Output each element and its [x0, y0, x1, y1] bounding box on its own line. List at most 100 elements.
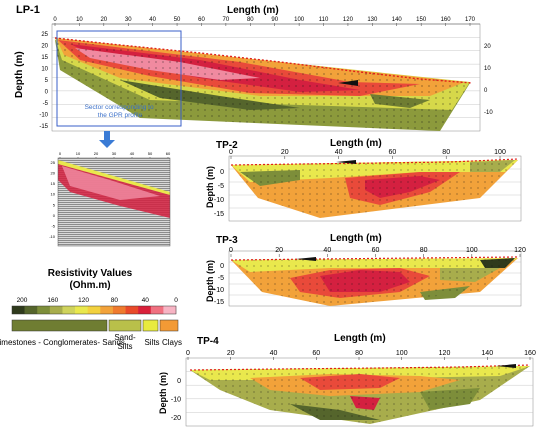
- tp4-x-tick: 140: [481, 350, 493, 357]
- tp3-length-label: Length (m): [330, 233, 382, 244]
- gpr-y-ticks: 25 20 15 10 5 0 -5 -10: [49, 160, 56, 239]
- lp1-x-tick: 140: [392, 17, 403, 23]
- legend-color-swatch: [12, 306, 25, 314]
- tp4-y-ticks: 0 -10 -20: [171, 378, 181, 422]
- lp1-x-tick: 10: [76, 17, 83, 23]
- legend-color-swatch: [49, 306, 63, 314]
- tp3-y-tick: -15: [214, 299, 224, 306]
- tp3-direction-marker: [296, 257, 316, 261]
- legend-tick: 40: [142, 297, 150, 304]
- legend-unit: (Ohm.m): [69, 280, 110, 291]
- tp4-x-tick: 20: [227, 350, 235, 357]
- lp1-right-y-tick: 0: [484, 88, 488, 94]
- tp4-panel: TP-4 Length (m) 0 20 40 60 80 100 120 140 160 0 -…: [158, 333, 536, 427]
- lp1-direction-marker: [338, 80, 358, 86]
- legend-group-label: Sand-Silts: [114, 333, 136, 351]
- lp1-right-y-tick: 10: [484, 66, 491, 72]
- legend-group-swatch: [159, 319, 179, 332]
- lp1-topo-line: [54, 37, 473, 84]
- gpr-y-tick: 10: [51, 192, 56, 197]
- lp1-left-y-tick: 10: [41, 67, 48, 73]
- lp1-left-y-tick: 20: [41, 44, 48, 50]
- gpr-x-tick: 30: [112, 151, 117, 156]
- legend-color-swatch: [87, 306, 101, 314]
- tp3-x-tick: 60: [372, 247, 380, 254]
- tp3-x-tick: 0: [229, 247, 233, 254]
- legend-group-label: Limestones - Conglomerates- Sands: [0, 338, 125, 347]
- legend-color-swatch: [100, 306, 114, 314]
- lp1-x-ticks: 0 10 20 30 40 50 60 70 80 90 100 110 120 130 140 150 160…: [53, 17, 476, 26]
- gpr-x-tick: 50: [148, 151, 153, 156]
- legend-color-swatch: [24, 306, 38, 314]
- gpr-y-tick: -10: [49, 234, 56, 239]
- tp4-x-ticks: 0 20 40 60 80 100 120 140 160: [186, 350, 536, 360]
- tp4-x-tick: 100: [396, 350, 408, 357]
- legend-group-swatch: [11, 319, 108, 332]
- lp1-left-y-tick: 5: [45, 78, 49, 84]
- legend-tick: 0: [174, 297, 178, 304]
- lp1-title: LP-1: [16, 4, 40, 16]
- gpr-sector-box: [56, 30, 182, 127]
- tp3-panel: TP-3 Length (m) 0 20 40 60 80 100 120 0 -5 -10 -1…: [205, 233, 526, 307]
- lp1-x-tick: 120: [343, 17, 354, 23]
- tp2-y-tick: -5: [218, 183, 224, 190]
- tp3-y-ticks: 0 -5 -10 -15: [214, 263, 224, 306]
- tp3-x-ticks: 0 20 40 60 80 100 120: [229, 247, 526, 257]
- lp1-left-y-tick: 0: [45, 90, 49, 96]
- gpr-x-tick: 0: [59, 151, 62, 156]
- tp4-direction-marker: [496, 364, 516, 368]
- legend-tick: 200: [17, 297, 28, 304]
- tp4-x-tick: 40: [270, 350, 278, 357]
- tp2-y-tick: -10: [214, 197, 224, 204]
- legend-color-swatch: [112, 306, 126, 314]
- legend-ticks: 200 160 120 80 40 0: [17, 297, 179, 304]
- lp1-left-y-tick: -15: [39, 124, 48, 130]
- lp1-x-tick: 20: [100, 17, 107, 23]
- gpr-x-tick: 60: [166, 151, 171, 156]
- gpr-y-tick: 5: [53, 202, 56, 207]
- legend-tick: 120: [78, 297, 89, 304]
- tp2-direction-marker: [336, 160, 356, 164]
- tp2-x-tick: 40: [335, 149, 343, 156]
- tp3-x-tick: 100: [466, 247, 478, 254]
- tp2-x-tick: 60: [389, 149, 397, 156]
- lp1-left-y-tick: -10: [39, 113, 48, 119]
- tp4-y-tick: -20: [171, 415, 181, 422]
- legend-group-label: Silts: [144, 338, 159, 347]
- lp1-y-ticks-left: 25 20 15 10 5 0 -5 -10 -15: [39, 32, 48, 130]
- tp2-x-tick: 20: [281, 149, 289, 156]
- lp1-depth-label: Depth (m): [14, 51, 25, 98]
- legend-group-label: Clays: [162, 338, 182, 347]
- lp1-x-tick: 50: [174, 17, 181, 23]
- tp4-y-tick: 0: [177, 378, 181, 385]
- tp3-y-tick: 0: [220, 263, 224, 270]
- gpr-arrow: [99, 131, 115, 148]
- legend-color-swatch: [62, 306, 76, 314]
- tp3-depth-label: Depth (m): [205, 260, 215, 302]
- tp2-x-tick: 100: [494, 149, 506, 156]
- lp1-x-tick: 40: [149, 17, 156, 23]
- lp1-right-y-tick: -10: [484, 110, 493, 116]
- tp3-x-tick: 120: [514, 247, 526, 254]
- legend-groups: Limestones - Conglomerates- SandsSand-Si…: [0, 319, 182, 351]
- gpr-y-tick: -5: [51, 223, 55, 228]
- lp1-x-tick: 70: [223, 17, 230, 23]
- lp1-left-y-tick: -5: [43, 101, 49, 107]
- gpr-y-tick: 0: [53, 213, 56, 218]
- tp2-x-tick: 0: [229, 149, 233, 156]
- lp1-x-tick: 0: [53, 17, 57, 23]
- legend-group-swatch: [108, 319, 142, 332]
- gpr-y-tick: 25: [51, 160, 56, 165]
- gpr-x-tick: 20: [94, 151, 99, 156]
- gpr-sector-note: Sector corresponding to the GPR profile: [85, 104, 156, 119]
- tp2-length-label: Length (m): [330, 138, 382, 149]
- tp4-x-tick: 60: [312, 350, 320, 357]
- tp2-x-tick: 80: [442, 149, 450, 156]
- lp1-x-tick: 90: [271, 17, 278, 23]
- tp2-y-tick: -15: [214, 211, 224, 218]
- tp4-x-tick: 80: [355, 350, 363, 357]
- legend-color-swatch: [125, 306, 139, 314]
- tp3-x-tick: 40: [323, 247, 331, 254]
- lp1-x-tick: 150: [416, 17, 427, 23]
